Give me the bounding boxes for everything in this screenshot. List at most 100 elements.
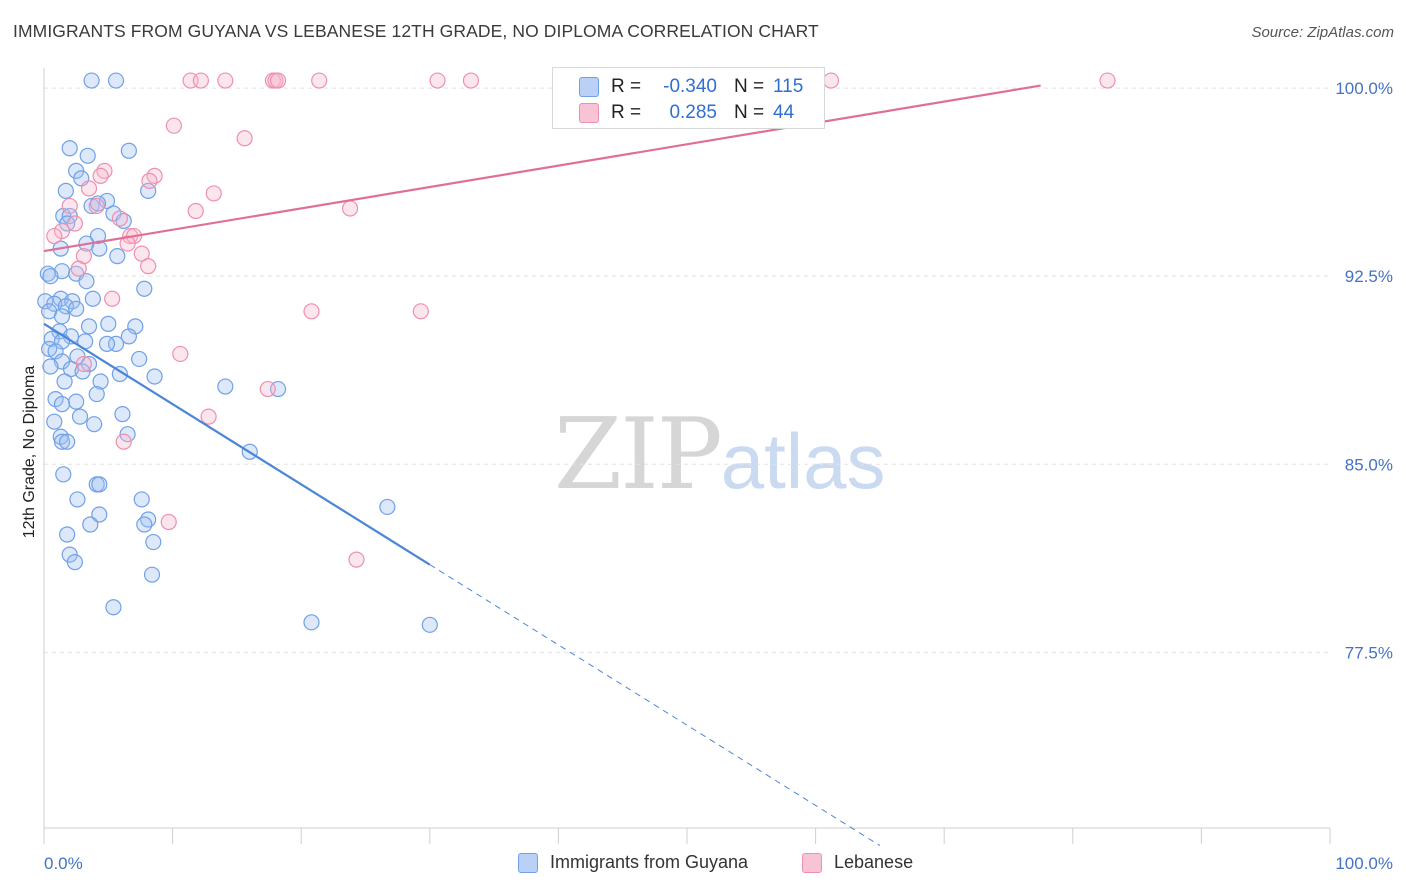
guyana-point bbox=[79, 147, 96, 164]
guyana-point bbox=[303, 614, 320, 631]
guyana-point bbox=[145, 533, 162, 551]
lebanese-point bbox=[61, 197, 78, 215]
guyana-point bbox=[120, 328, 137, 345]
guyana-point bbox=[86, 416, 103, 433]
lebanese-point bbox=[46, 227, 63, 245]
stats-swatch-lebanese bbox=[579, 103, 599, 123]
y-tick-label: 77.5% bbox=[1345, 643, 1393, 662]
x-tick-label: 100.0% bbox=[1335, 854, 1393, 873]
lebanese-point bbox=[269, 72, 287, 89]
stats-legend: R = -0.340 N = 115 R = 0.285 N = 44 bbox=[552, 67, 825, 129]
guyana-point bbox=[146, 368, 163, 385]
legend-item-lebanese[interactable]: Lebanese bbox=[802, 852, 913, 873]
y-tick-label: 85.0% bbox=[1345, 455, 1393, 474]
lebanese-trend-line bbox=[43, 84, 1041, 253]
lebanese-point bbox=[104, 290, 121, 307]
lebanese-point bbox=[205, 185, 222, 202]
grid-lines bbox=[44, 87, 1330, 653]
lebanese-point bbox=[429, 72, 446, 89]
guyana-point bbox=[92, 373, 109, 390]
stats-swatch-guyana bbox=[579, 77, 599, 97]
watermark-zip: ZIP bbox=[554, 398, 723, 512]
guyana-point bbox=[68, 300, 85, 317]
lebanese-point bbox=[192, 72, 209, 89]
guyana-point bbox=[42, 268, 59, 285]
lebanese-point bbox=[303, 303, 320, 320]
guyana-point bbox=[71, 408, 89, 425]
lebanese-point bbox=[66, 215, 83, 232]
guyana-point bbox=[119, 426, 136, 443]
guyana-point bbox=[39, 265, 56, 282]
lebanese-point bbox=[80, 180, 98, 197]
guyana-point bbox=[64, 293, 81, 310]
legend-item-guyana[interactable]: Immigrants from Guyana bbox=[518, 852, 748, 873]
guyana-point bbox=[89, 227, 107, 245]
legend-label-lebanese: Lebanese bbox=[834, 852, 914, 872]
guyana-point bbox=[107, 72, 125, 89]
chart-title: IMMIGRANTS FROM GUYANA VS LEBANESE 12TH … bbox=[13, 21, 819, 41]
guyana-point bbox=[83, 197, 100, 215]
guyana-point bbox=[91, 476, 108, 493]
guyana-point bbox=[120, 142, 137, 159]
guyana-point bbox=[56, 373, 73, 390]
guyana-point bbox=[46, 413, 63, 430]
guyana-trend-extension bbox=[429, 564, 881, 846]
lebanese-point bbox=[140, 258, 157, 275]
legend-swatch-lebanese bbox=[802, 852, 822, 873]
lebanese-point bbox=[412, 303, 429, 320]
guyana-point bbox=[143, 566, 161, 583]
y-tick-label: 92.5% bbox=[1345, 267, 1393, 286]
guyana-point bbox=[98, 335, 116, 353]
lebanese-point bbox=[200, 408, 217, 425]
lebanese-point bbox=[187, 202, 204, 220]
guyana-point bbox=[136, 280, 153, 297]
watermark-atlas: atlas bbox=[720, 417, 886, 505]
stats-row-guyana: R = -0.340 N = 115 bbox=[553, 74, 824, 100]
guyana-point bbox=[114, 406, 131, 423]
guyana-point bbox=[47, 343, 64, 360]
guyana-point bbox=[127, 318, 144, 335]
lebanese-point bbox=[111, 210, 128, 227]
lebanese-point bbox=[822, 72, 840, 89]
guyana-point bbox=[55, 466, 72, 483]
guyana-point bbox=[105, 599, 122, 616]
guyana-point bbox=[217, 378, 234, 395]
trend-lines bbox=[43, 84, 1041, 846]
stats-r-value: 0.285 bbox=[669, 102, 717, 123]
lebanese-point bbox=[236, 130, 253, 147]
y-tick-label: 100.0% bbox=[1335, 79, 1393, 98]
lebanese-point bbox=[75, 355, 92, 373]
lebanese-point bbox=[462, 72, 480, 89]
guyana-point bbox=[47, 390, 64, 408]
stats-r-label: R = bbox=[611, 102, 642, 123]
lebanese-point bbox=[115, 433, 132, 450]
data-points bbox=[37, 72, 1116, 633]
guyana-point bbox=[59, 526, 76, 543]
lebanese-point bbox=[92, 167, 109, 184]
guyana-point bbox=[379, 498, 396, 516]
zipatlas-watermark: ZIPatlas bbox=[554, 398, 886, 512]
tick-labels: 100.0% 92.5% 85.0% 77.5% 0.0% 100.0% bbox=[44, 79, 1393, 873]
stats-n-label: N = bbox=[734, 76, 765, 97]
lebanese-point bbox=[119, 235, 136, 252]
lebanese-point bbox=[341, 200, 359, 217]
guyana-point bbox=[53, 308, 71, 325]
lebanese-point bbox=[311, 72, 328, 89]
lebanese-point bbox=[348, 551, 365, 568]
axes bbox=[43, 68, 1331, 844]
guyana-point bbox=[57, 182, 74, 200]
lebanese-point bbox=[172, 345, 189, 363]
lebanese-point bbox=[88, 197, 105, 215]
stats-r-value: -0.340 bbox=[663, 76, 717, 97]
guyana-point bbox=[421, 616, 438, 633]
guyana-point bbox=[88, 385, 105, 403]
guyana-point bbox=[59, 433, 76, 450]
guyana-point bbox=[133, 491, 150, 508]
guyana-point bbox=[131, 350, 148, 368]
guyana-point bbox=[53, 433, 71, 450]
lebanese-point bbox=[160, 513, 177, 531]
guyana-point bbox=[98, 192, 116, 210]
guyana-point bbox=[69, 491, 86, 508]
stats-n-value: 115 bbox=[773, 76, 804, 97]
lebanese-point bbox=[217, 72, 234, 89]
